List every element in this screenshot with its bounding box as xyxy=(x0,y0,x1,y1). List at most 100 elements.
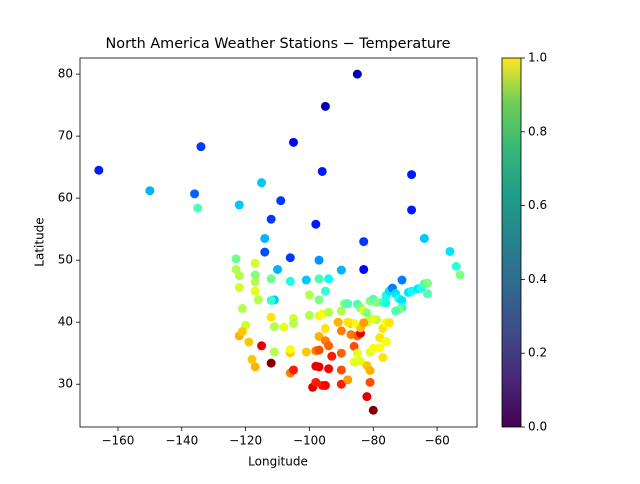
station-point xyxy=(288,137,298,147)
colorbar-frame xyxy=(501,57,522,428)
station-point xyxy=(285,253,295,263)
station-point xyxy=(257,178,267,188)
station-point xyxy=(362,308,372,318)
station-point xyxy=(359,318,369,328)
station-point xyxy=(250,286,260,296)
station-point xyxy=(193,203,203,213)
station-point xyxy=(371,297,381,307)
x-tick-label: −60 xyxy=(424,434,449,448)
y-tick-label: 50 xyxy=(58,253,73,267)
station-point xyxy=(311,361,321,371)
colorbar-tick-label: 1.0 xyxy=(528,51,547,65)
station-point xyxy=(365,366,375,376)
station-point xyxy=(324,341,334,351)
station-point xyxy=(250,258,260,268)
station-point xyxy=(269,322,279,332)
station-point xyxy=(336,348,346,358)
station-point xyxy=(375,343,385,353)
station-point xyxy=(196,142,206,152)
station-point xyxy=(327,351,337,361)
station-point xyxy=(288,365,298,375)
x-tick-label: −100 xyxy=(293,434,326,448)
colorbar-tick-label: 0.0 xyxy=(528,420,547,434)
station-point xyxy=(336,306,346,316)
station-point xyxy=(455,270,465,280)
station-point xyxy=(356,356,366,366)
station-point xyxy=(451,261,461,271)
plot-frame xyxy=(79,57,478,428)
station-point xyxy=(343,317,353,327)
station-point xyxy=(314,331,324,341)
station-point xyxy=(279,322,289,332)
station-point xyxy=(419,233,429,243)
station-point xyxy=(266,312,276,322)
station-point xyxy=(304,290,314,300)
station-point xyxy=(423,289,433,299)
y-axis-label: Latitude xyxy=(33,217,47,266)
station-point xyxy=(368,405,378,415)
station-point xyxy=(397,275,407,285)
station-point xyxy=(301,347,311,357)
station-point xyxy=(407,205,417,215)
station-point xyxy=(253,295,263,305)
station-point xyxy=(314,255,324,265)
station-point xyxy=(336,365,346,375)
station-point xyxy=(190,189,200,199)
station-point xyxy=(285,276,295,286)
y-tick-label: 70 xyxy=(58,129,73,143)
station-point xyxy=(250,277,260,287)
station-point xyxy=(320,380,330,390)
station-point xyxy=(266,295,276,305)
station-point xyxy=(269,347,279,357)
station-point xyxy=(301,275,311,285)
station-point xyxy=(285,344,295,354)
station-point xyxy=(397,295,407,305)
station-point xyxy=(336,379,346,389)
station-point xyxy=(234,271,244,281)
station-point xyxy=(260,233,270,243)
station-point xyxy=(320,101,330,111)
station-point xyxy=(324,364,334,374)
station-point xyxy=(260,247,270,257)
colorbar-tick-label: 0.4 xyxy=(528,272,547,286)
station-point xyxy=(336,326,346,336)
station-point xyxy=(362,392,372,402)
station-point xyxy=(320,286,330,296)
station-point xyxy=(359,264,369,274)
station-point xyxy=(352,348,362,358)
station-point xyxy=(266,214,276,224)
station-point xyxy=(378,353,388,363)
y-tick-label: 60 xyxy=(58,191,73,205)
x-axis-label: Longitude xyxy=(248,455,308,469)
station-point xyxy=(273,264,283,274)
station-point xyxy=(407,170,417,180)
station-point xyxy=(311,219,321,229)
station-point xyxy=(343,375,353,385)
station-point xyxy=(94,165,104,175)
station-point xyxy=(333,317,343,327)
y-tick-label: 80 xyxy=(58,67,73,81)
station-point xyxy=(234,200,244,210)
station-point xyxy=(237,304,247,314)
station-point xyxy=(352,69,362,79)
station-point xyxy=(288,318,298,328)
colorbar-tick-label: 0.6 xyxy=(528,198,547,212)
station-point xyxy=(247,354,257,364)
station-point xyxy=(244,337,254,347)
station-point xyxy=(257,341,267,351)
station-point xyxy=(145,186,155,196)
chart-title: North America Weather Stations − Tempera… xyxy=(106,36,451,52)
station-point xyxy=(336,265,346,275)
station-point xyxy=(423,278,433,288)
station-point xyxy=(365,377,375,387)
x-tick-label: −160 xyxy=(101,434,134,448)
x-tick-label: −120 xyxy=(229,434,262,448)
station-point xyxy=(349,341,359,351)
station-point xyxy=(304,310,314,320)
colorbar xyxy=(502,58,521,427)
x-tick-label: −140 xyxy=(165,434,198,448)
station-point xyxy=(231,254,241,264)
station-point xyxy=(343,299,353,309)
station-point xyxy=(324,274,334,284)
